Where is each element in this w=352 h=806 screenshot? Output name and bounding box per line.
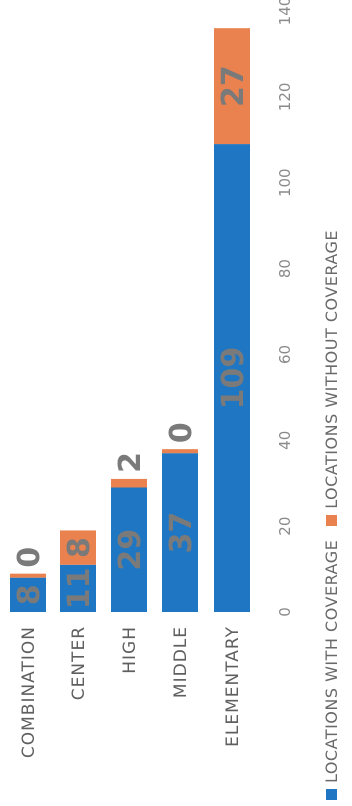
x-tick-label-100: 100 [276, 168, 294, 197]
x-tick-label-20: 20 [276, 517, 294, 536]
legend-label-with-coverage: LOCATIONS WITH COVERAGE [321, 539, 341, 783]
category-label-middle: MIDDLE [171, 626, 191, 698]
stacked-bar-chart: COMBINATION CENTER HIGH MIDDLE ELEMENTARY801… [10, 0, 294, 758]
value-label-with-coverage-high: 29 [113, 529, 148, 571]
legend-swatch-with-coverage [325, 789, 337, 800]
x-tick-label-0: 0 [276, 607, 294, 617]
value-label-without-coverage-high: 2 [113, 452, 148, 473]
bar-without-coverage-elementary [214, 28, 250, 145]
value-label-without-coverage-combination: 0 [12, 547, 47, 568]
legend-item-without-coverage: LOCATIONS WITHOUT COVERAGE [322, 230, 341, 526]
x-tick-label-80: 80 [276, 259, 294, 278]
x-tick-label-40: 40 [276, 431, 294, 450]
category-label-combination: COMBINATION [19, 626, 39, 758]
chart-legend: LOCATIONS WITH COVERAGE LOCATIONS WITHOU… [318, 0, 344, 800]
bar-with-coverage-elementary [214, 144, 250, 612]
legend-item-with-coverage: LOCATIONS WITH COVERAGE [322, 540, 341, 800]
category-label-high: HIGH [120, 626, 140, 674]
legend-label-without-coverage: LOCATIONS WITHOUT COVERAGE [321, 229, 341, 509]
bar-without-coverage-center [60, 530, 96, 565]
value-label-with-coverage-elementary: 109 [216, 347, 251, 410]
value-label-without-coverage-middle: 0 [164, 422, 199, 443]
bar-without-coverage-high [111, 478, 147, 488]
x-tick-label-120: 120 [276, 83, 294, 112]
legend-swatch-without-coverage [325, 514, 337, 526]
bar-with-coverage-center [60, 564, 96, 612]
bar-without-coverage-middle [162, 449, 198, 454]
x-tick-label-140: 140 [276, 0, 294, 25]
x-tick-label-60: 60 [276, 345, 294, 364]
bar-with-coverage-combination [10, 577, 46, 612]
value-label-with-coverage-center: 11 [62, 568, 97, 610]
value-label-without-coverage-elementary: 27 [216, 65, 251, 107]
bar-with-coverage-middle [162, 453, 198, 612]
category-label-elementary: ELEMENTARY [223, 626, 243, 747]
value-label-with-coverage-combination: 8 [12, 584, 47, 605]
bar-without-coverage-combination [10, 573, 46, 578]
value-label-with-coverage-middle: 37 [164, 512, 199, 554]
value-label-without-coverage-center: 8 [62, 537, 97, 558]
category-label-center: CENTER [69, 626, 89, 700]
bar-with-coverage-high [111, 487, 147, 612]
